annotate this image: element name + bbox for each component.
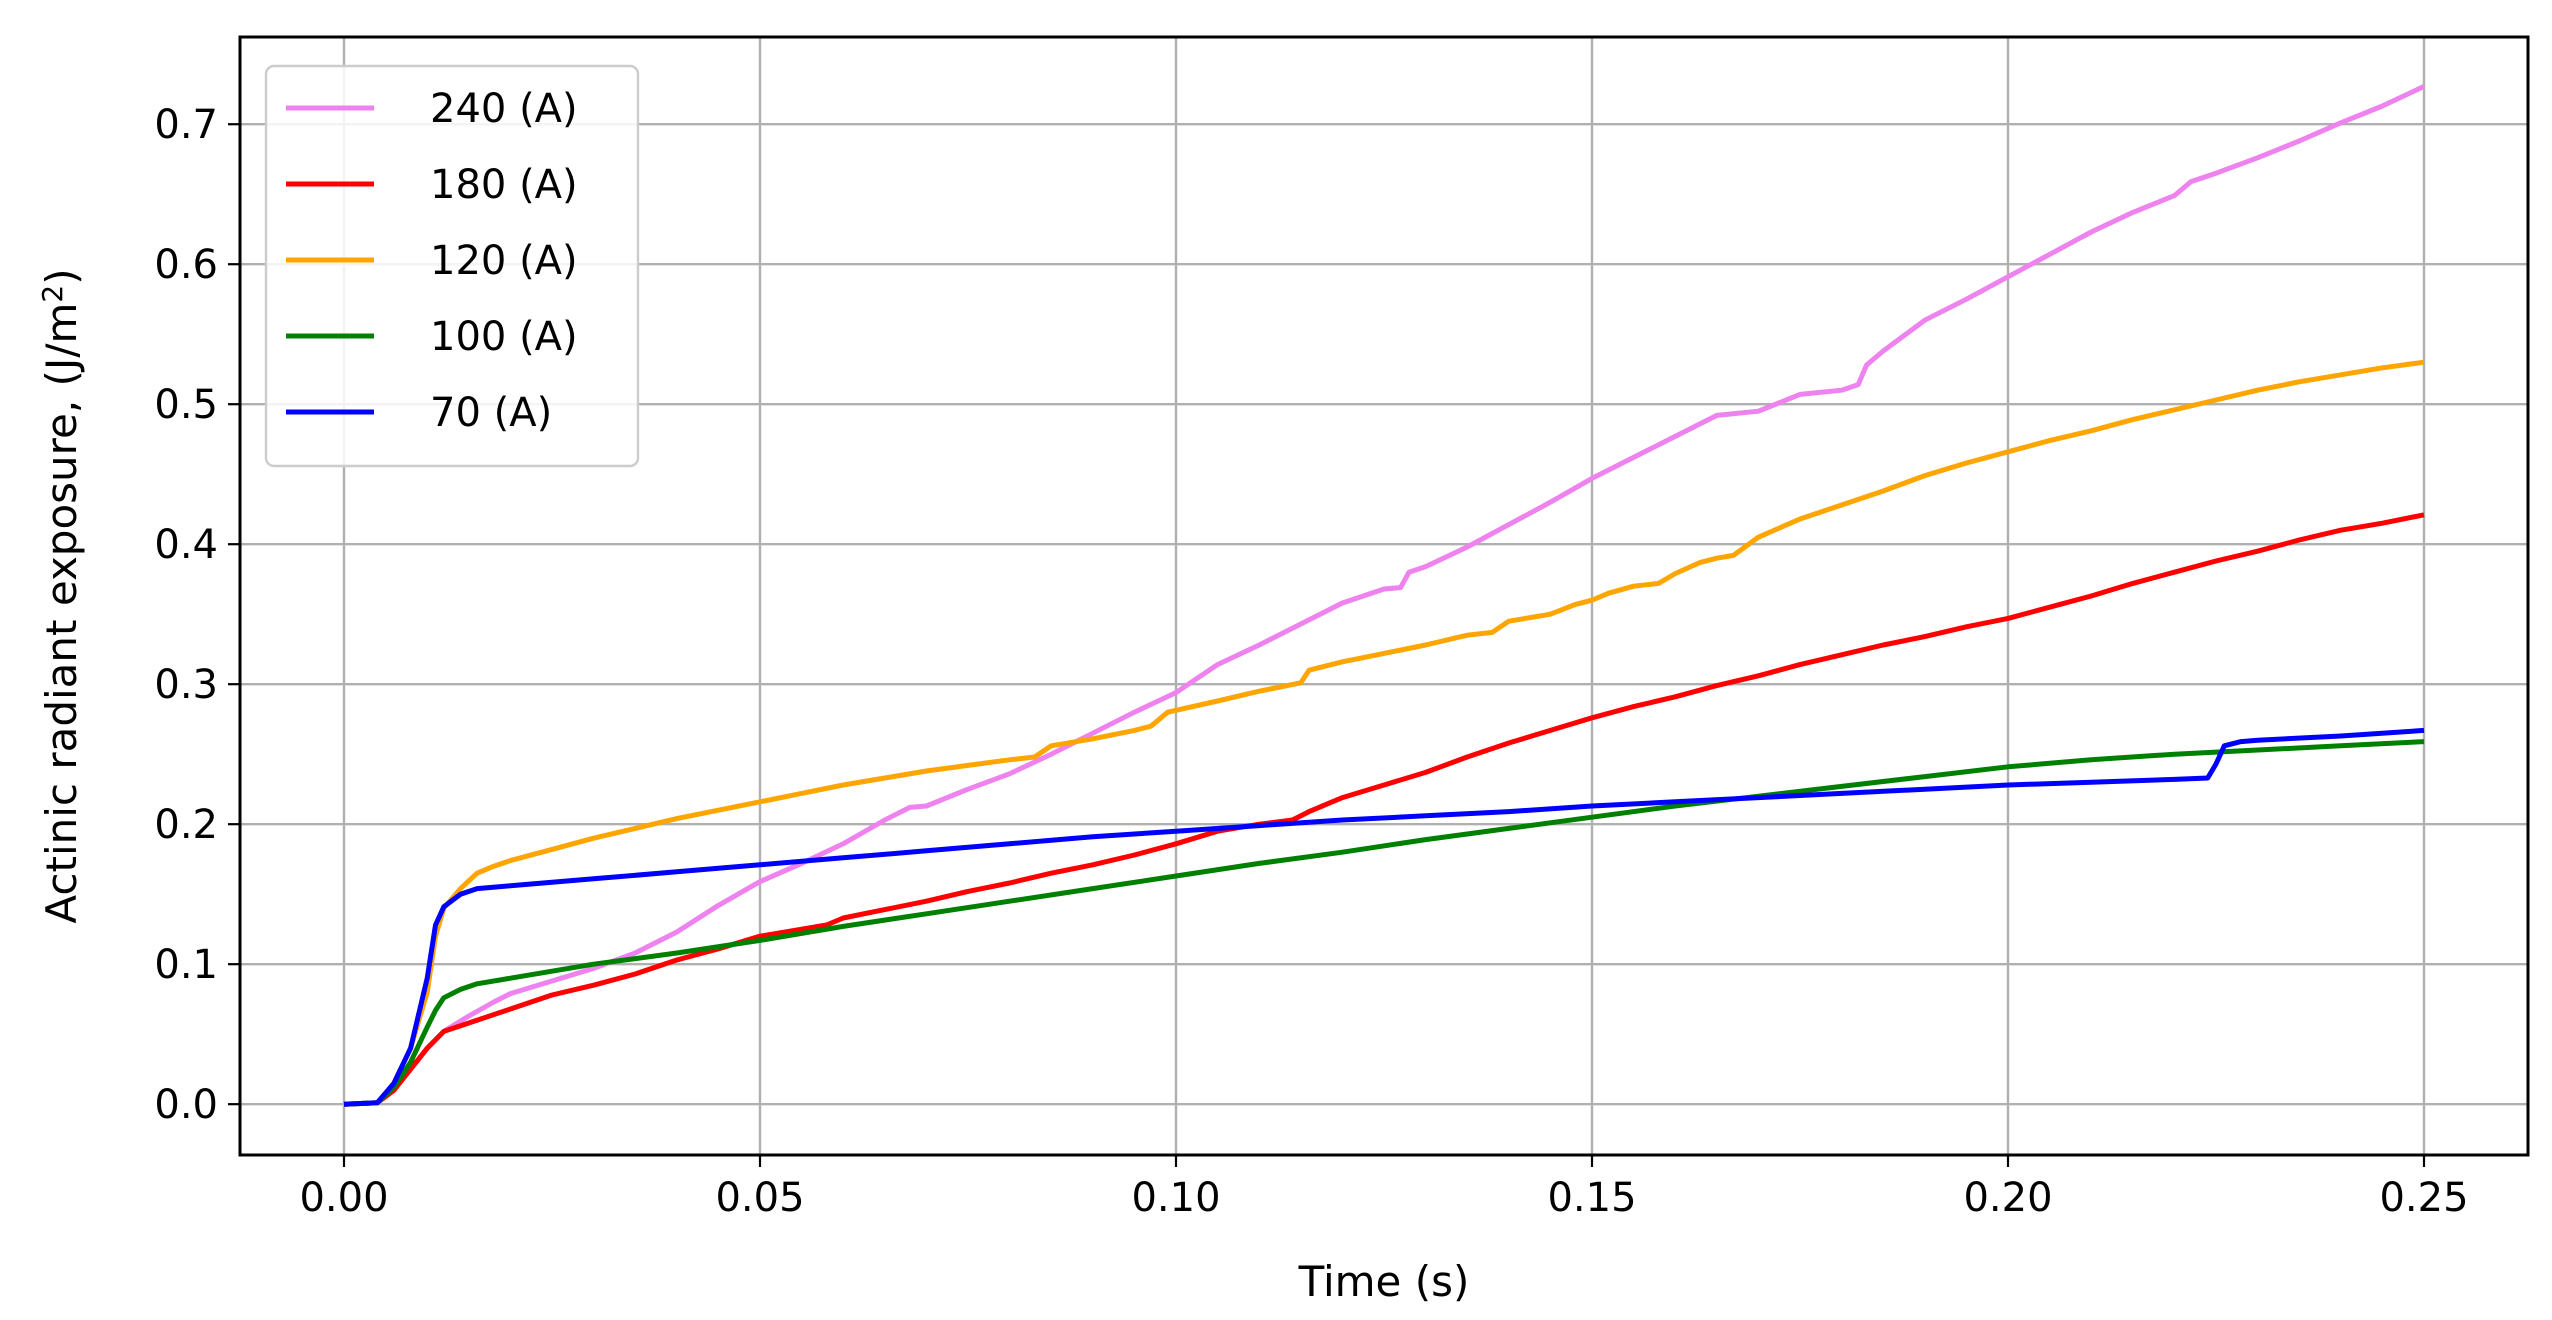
x-tick-label: 0.25 — [2379, 1175, 2468, 1221]
x-tick-label: 0.15 — [1547, 1175, 1636, 1221]
series-line — [343, 359, 2425, 1107]
y-tick-label: 0.4 — [154, 522, 218, 568]
y-axis-title-superscript: 2 — [36, 285, 69, 303]
x-tick-label: 0.10 — [1131, 1175, 1220, 1221]
y-tick-label: 0.3 — [154, 662, 218, 708]
y-tick-label: 0.5 — [154, 382, 218, 428]
x-axis-title: Time (s) — [1298, 1257, 1470, 1306]
series-line — [343, 512, 2425, 1107]
legend-label: 120 (A) — [430, 238, 578, 284]
y-axis-title: Actinic radiant exposure, (J/m2) — [36, 268, 86, 923]
series-line — [343, 739, 2425, 1107]
x-tick-label: 0.00 — [299, 1175, 388, 1221]
series-lines — [343, 84, 2426, 1107]
x-tick-label: 0.05 — [715, 1175, 804, 1221]
y-tick-label: 0.1 — [154, 942, 218, 988]
y-tick-label: 0.0 — [154, 1082, 218, 1128]
legend-label: 180 (A) — [430, 162, 578, 208]
legend-label: 240 (A) — [430, 86, 578, 132]
legend: 240 (A) 180 (A) 120 (A) 100 (A) 70 (A) — [264, 64, 640, 468]
series-line — [343, 727, 2425, 1107]
series-line — [343, 84, 2426, 1107]
legend-label: 100 (A) — [430, 314, 578, 360]
grid — [240, 37, 2528, 1155]
y-tick-label: 0.6 — [154, 242, 218, 288]
plot-frame — [238, 35, 2530, 1157]
y-tick-label: 0.2 — [154, 802, 218, 848]
legend-label: 70 (A) — [430, 390, 552, 436]
y-axis-title-tail: ) — [37, 268, 86, 284]
axis-ticks: 0.00 0.05 0.10 0.15 0.20 0.25 0.0 0.1 0.2 0.3 0.4 0… — [154, 102, 2468, 1221]
x-tick-label: 0.20 — [1963, 1175, 2052, 1221]
y-tick-label: 0.7 — [154, 102, 218, 148]
y-axis-title-main: Actinic radiant exposure, (J/m — [37, 303, 86, 924]
legend-box — [264, 64, 640, 468]
